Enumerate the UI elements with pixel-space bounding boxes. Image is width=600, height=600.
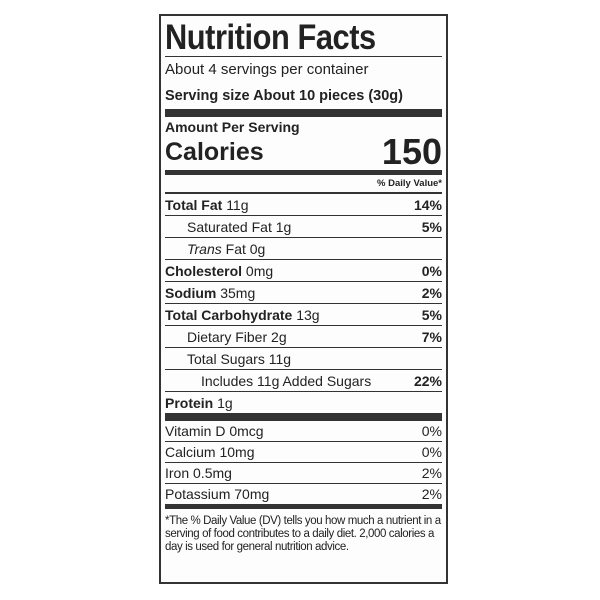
nutrient-name: Total Sugars — [187, 350, 265, 367]
nutrient-name: Total Carbohydrate — [165, 306, 293, 323]
nutrient-row-cholesterol: Cholesterol 0mg 0% — [165, 259, 442, 281]
nutrient-name: Saturated Fat — [187, 218, 272, 235]
divider — [165, 56, 442, 57]
vitamin-dv: 2% — [421, 486, 442, 502]
nutrient-row-total-fat: Total Fat 11g 14% — [165, 193, 442, 215]
nutrient-amount: 35mg — [220, 284, 256, 301]
label-title: Nutrition Facts — [165, 18, 376, 57]
vitamin-label: Potassium 70mg — [165, 486, 270, 502]
calories-row: Calories 150 — [165, 134, 442, 170]
nutrient-dv: 5% — [421, 218, 442, 235]
vitamin-label: Calcium 10mg — [165, 444, 255, 460]
vitamin-row-calcium: Calcium 10mg 0% — [165, 441, 442, 462]
nutrient-row-protein: Protein 1g — [165, 391, 442, 413]
divider — [165, 192, 442, 193]
nutrient-dv: 2% — [421, 284, 442, 301]
servings-per-container: About 4 servings per container — [165, 61, 369, 78]
nutrient-row-added-sugars: Includes 11g Added Sugars 22% — [165, 369, 442, 391]
nutrient-dv: 7% — [421, 328, 442, 345]
nutrient-row-total-carbohydrate: Total Carbohydrate 13g 5% — [165, 303, 442, 325]
nutrient-name: Cholesterol — [165, 262, 243, 279]
thick-divider — [165, 170, 442, 175]
nutrient-amount: 13g — [296, 306, 320, 323]
nutrient-amount: 11g — [268, 350, 292, 367]
vitamin-row-iron: Iron 0.5mg 2% — [165, 462, 442, 483]
amount-per-serving: Amount Per Serving — [165, 119, 300, 135]
vitamin-row-potassium: Potassium 70mg 2% — [165, 483, 442, 504]
nutrient-amount: 0mg — [245, 262, 274, 279]
footnote: *The % Daily Value (DV) tells you how mu… — [165, 515, 441, 553]
nutrient-amount: 2g — [271, 328, 287, 345]
daily-value-header: % Daily Value* — [377, 178, 442, 189]
nutrient-name: Trans — [187, 240, 222, 257]
nutrient-row-total-sugars: Total Sugars 11g — [165, 347, 442, 369]
nutrient-amount: 1g — [275, 218, 292, 235]
nutrient-dv: 0% — [421, 262, 442, 279]
nutrient-row-dietary-fiber: Dietary Fiber 2g 7% — [165, 325, 442, 347]
nutrient-name: Dietary Fiber — [187, 328, 268, 345]
nutrient-name: Total Fat — [165, 196, 223, 213]
vitamin-row-vitamin-d: Vitamin D 0mcg 0% — [165, 421, 442, 441]
vitamin-dv: 0% — [421, 423, 442, 439]
nutrient-row-sodium: Sodium 35mg 2% — [165, 281, 442, 303]
nutrient-row-saturated-fat: Saturated Fat 1g 5% — [165, 215, 442, 237]
calories-label: Calories — [165, 137, 264, 166]
thick-divider — [165, 109, 442, 117]
nutrient-amount: Fat 0g — [225, 240, 266, 257]
serving-size: Serving size About 10 pieces (30g) — [165, 88, 403, 104]
thick-divider — [165, 504, 442, 509]
nutrient-amount: 11g — [226, 196, 249, 213]
thick-divider — [165, 413, 442, 421]
vitamin-dv: 0% — [421, 444, 442, 460]
nutrient-row-trans-fat: Trans Fat 0g — [165, 237, 442, 259]
calories-value: 150 — [381, 131, 442, 172]
nutrient-dv: 5% — [421, 306, 442, 323]
vitamin-dv: 2% — [421, 465, 442, 481]
vitamin-label: Iron 0.5mg — [165, 465, 232, 481]
vitamin-label: Vitamin D 0mcg — [165, 423, 264, 439]
nutrition-facts-label: Nutrition Facts About 4 servings per con… — [159, 14, 448, 584]
nutrient-amount: 1g — [217, 394, 233, 411]
nutrient-name: Protein — [165, 394, 214, 411]
nutrient-name: Sodium — [165, 284, 217, 301]
nutrient-dv: 14% — [413, 196, 442, 213]
nutrient-dv: 22% — [413, 372, 442, 389]
nutrient-name: Includes 11g Added Sugars — [201, 372, 372, 389]
